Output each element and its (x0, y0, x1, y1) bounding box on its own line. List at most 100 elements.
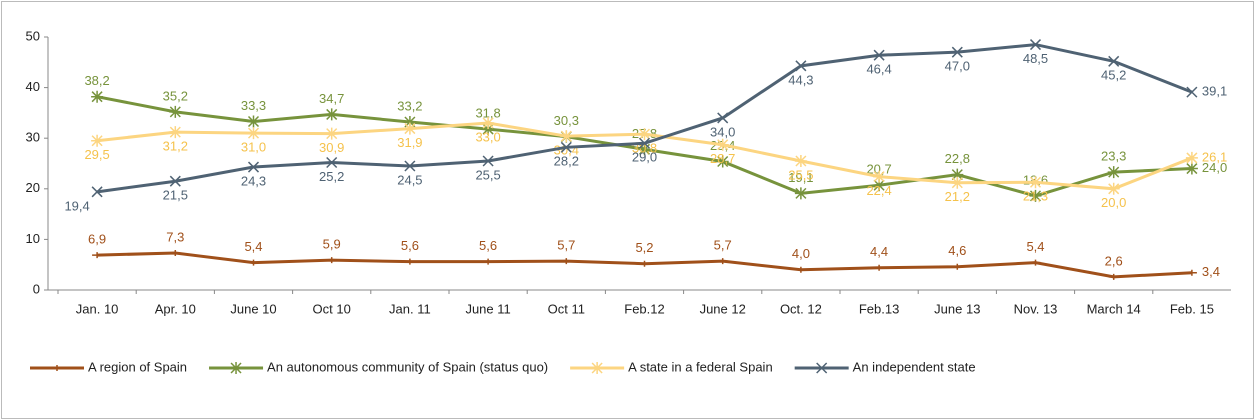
x-tick-label: Oct 11 (548, 301, 585, 316)
data-label: 5,7 (557, 238, 575, 253)
marker (1185, 151, 1198, 164)
data-label: 20,7 (866, 162, 891, 177)
x-tick-label: June 13 (934, 301, 980, 316)
marker (560, 141, 572, 153)
marker (1186, 269, 1197, 276)
marker (561, 258, 572, 265)
marker (638, 128, 651, 141)
marker (1185, 162, 1198, 175)
y-tick-label: 10 (26, 231, 40, 246)
marker (170, 250, 181, 257)
legend-marker (52, 365, 62, 371)
data-label: 28,2 (554, 154, 579, 169)
data-label: 35,2 (163, 88, 188, 103)
marker (483, 258, 494, 265)
marker (560, 130, 573, 143)
data-label: 4,0 (792, 246, 810, 261)
data-label: 44,3 (788, 72, 813, 87)
data-label: 5,6 (401, 238, 419, 253)
data-label: 24,5 (397, 172, 422, 187)
y-tick-label: 30 (26, 130, 40, 145)
marker (951, 46, 963, 58)
data-label: 48,5 (1023, 51, 1048, 66)
x-tick-label: Feb.12 (624, 301, 664, 316)
data-label: 45,2 (1101, 68, 1126, 83)
marker (326, 257, 337, 264)
data-label: 5,4 (244, 239, 262, 254)
marker (717, 112, 729, 124)
x-tick-label: Jan. 11 (389, 301, 431, 316)
data-label: 24,0 (1202, 160, 1227, 175)
x-tick-label: Oct 10 (313, 301, 351, 316)
data-label: 29,5 (84, 147, 109, 162)
marker (1030, 259, 1041, 266)
marker (482, 123, 495, 136)
marker (482, 117, 495, 130)
marker (716, 138, 729, 151)
marker (717, 258, 728, 265)
data-label: 34,7 (319, 91, 344, 106)
x-tick-label: Jan. 10 (76, 301, 119, 316)
marker (482, 155, 494, 167)
data-label: 30,9 (319, 140, 344, 155)
marker (1108, 273, 1119, 280)
data-label: 31,2 (163, 139, 188, 154)
marker (638, 143, 651, 156)
marker (91, 186, 103, 198)
x-tick-label: Feb. 15 (1170, 301, 1214, 316)
data-label: 4,4 (870, 244, 888, 259)
data-label: 25,2 (319, 169, 344, 184)
data-label: 34,0 (710, 124, 735, 139)
y-tick-label: 20 (26, 180, 40, 195)
data-label: 46,4 (866, 62, 891, 77)
data-label: 33,0 (475, 129, 500, 144)
data-label: 30,3 (554, 113, 579, 128)
x-tick-label: June 10 (230, 301, 276, 316)
marker (873, 179, 886, 192)
data-label: 2,6 (1105, 253, 1123, 268)
x-tick-label: June 12 (700, 301, 746, 316)
data-label: 29,0 (632, 150, 657, 165)
data-label: 31,8 (475, 106, 500, 121)
legend-marker (230, 362, 243, 374)
data-label: 23,3 (1101, 149, 1126, 164)
marker (716, 155, 729, 168)
marker (247, 115, 260, 128)
marker (325, 127, 338, 140)
data-label: 19,1 (788, 170, 813, 185)
marker (248, 259, 259, 266)
marker (326, 156, 338, 169)
data-label: 26,1 (1202, 149, 1227, 164)
data-label: 20,0 (1101, 195, 1126, 210)
data-label: 5,7 (714, 238, 732, 253)
marker (169, 175, 181, 187)
marker (873, 49, 885, 61)
data-label: 5,4 (1026, 239, 1044, 254)
marker (874, 264, 885, 271)
marker (1186, 86, 1198, 98)
marker (1107, 182, 1120, 195)
x-tick-label: Feb.13 (859, 301, 899, 316)
marker (325, 108, 338, 121)
data-label: 39,1 (1202, 84, 1227, 99)
data-label: 38,2 (84, 73, 109, 88)
data-label: 47,0 (945, 59, 970, 74)
data-label: 31,0 (241, 140, 266, 155)
x-tick-label: June 11 (465, 301, 510, 316)
data-label: 28,7 (710, 151, 735, 166)
x-tick-label: Nov. 13 (1014, 301, 1058, 316)
marker (403, 122, 416, 135)
legend-label: A region of Spain (88, 359, 187, 374)
legend-label: An autonomous community of Spain (status… (267, 359, 548, 374)
data-label: 31,9 (397, 135, 422, 150)
marker (92, 252, 103, 259)
marker (404, 258, 415, 265)
y-tick-label: 50 (26, 28, 40, 43)
marker (873, 170, 886, 183)
x-tick-label: Oct. 12 (780, 301, 822, 316)
data-label: 33,3 (241, 98, 266, 113)
marker (1029, 39, 1042, 51)
data-label: 21,3 (1023, 189, 1048, 204)
legend-label: An independent state (853, 359, 976, 374)
